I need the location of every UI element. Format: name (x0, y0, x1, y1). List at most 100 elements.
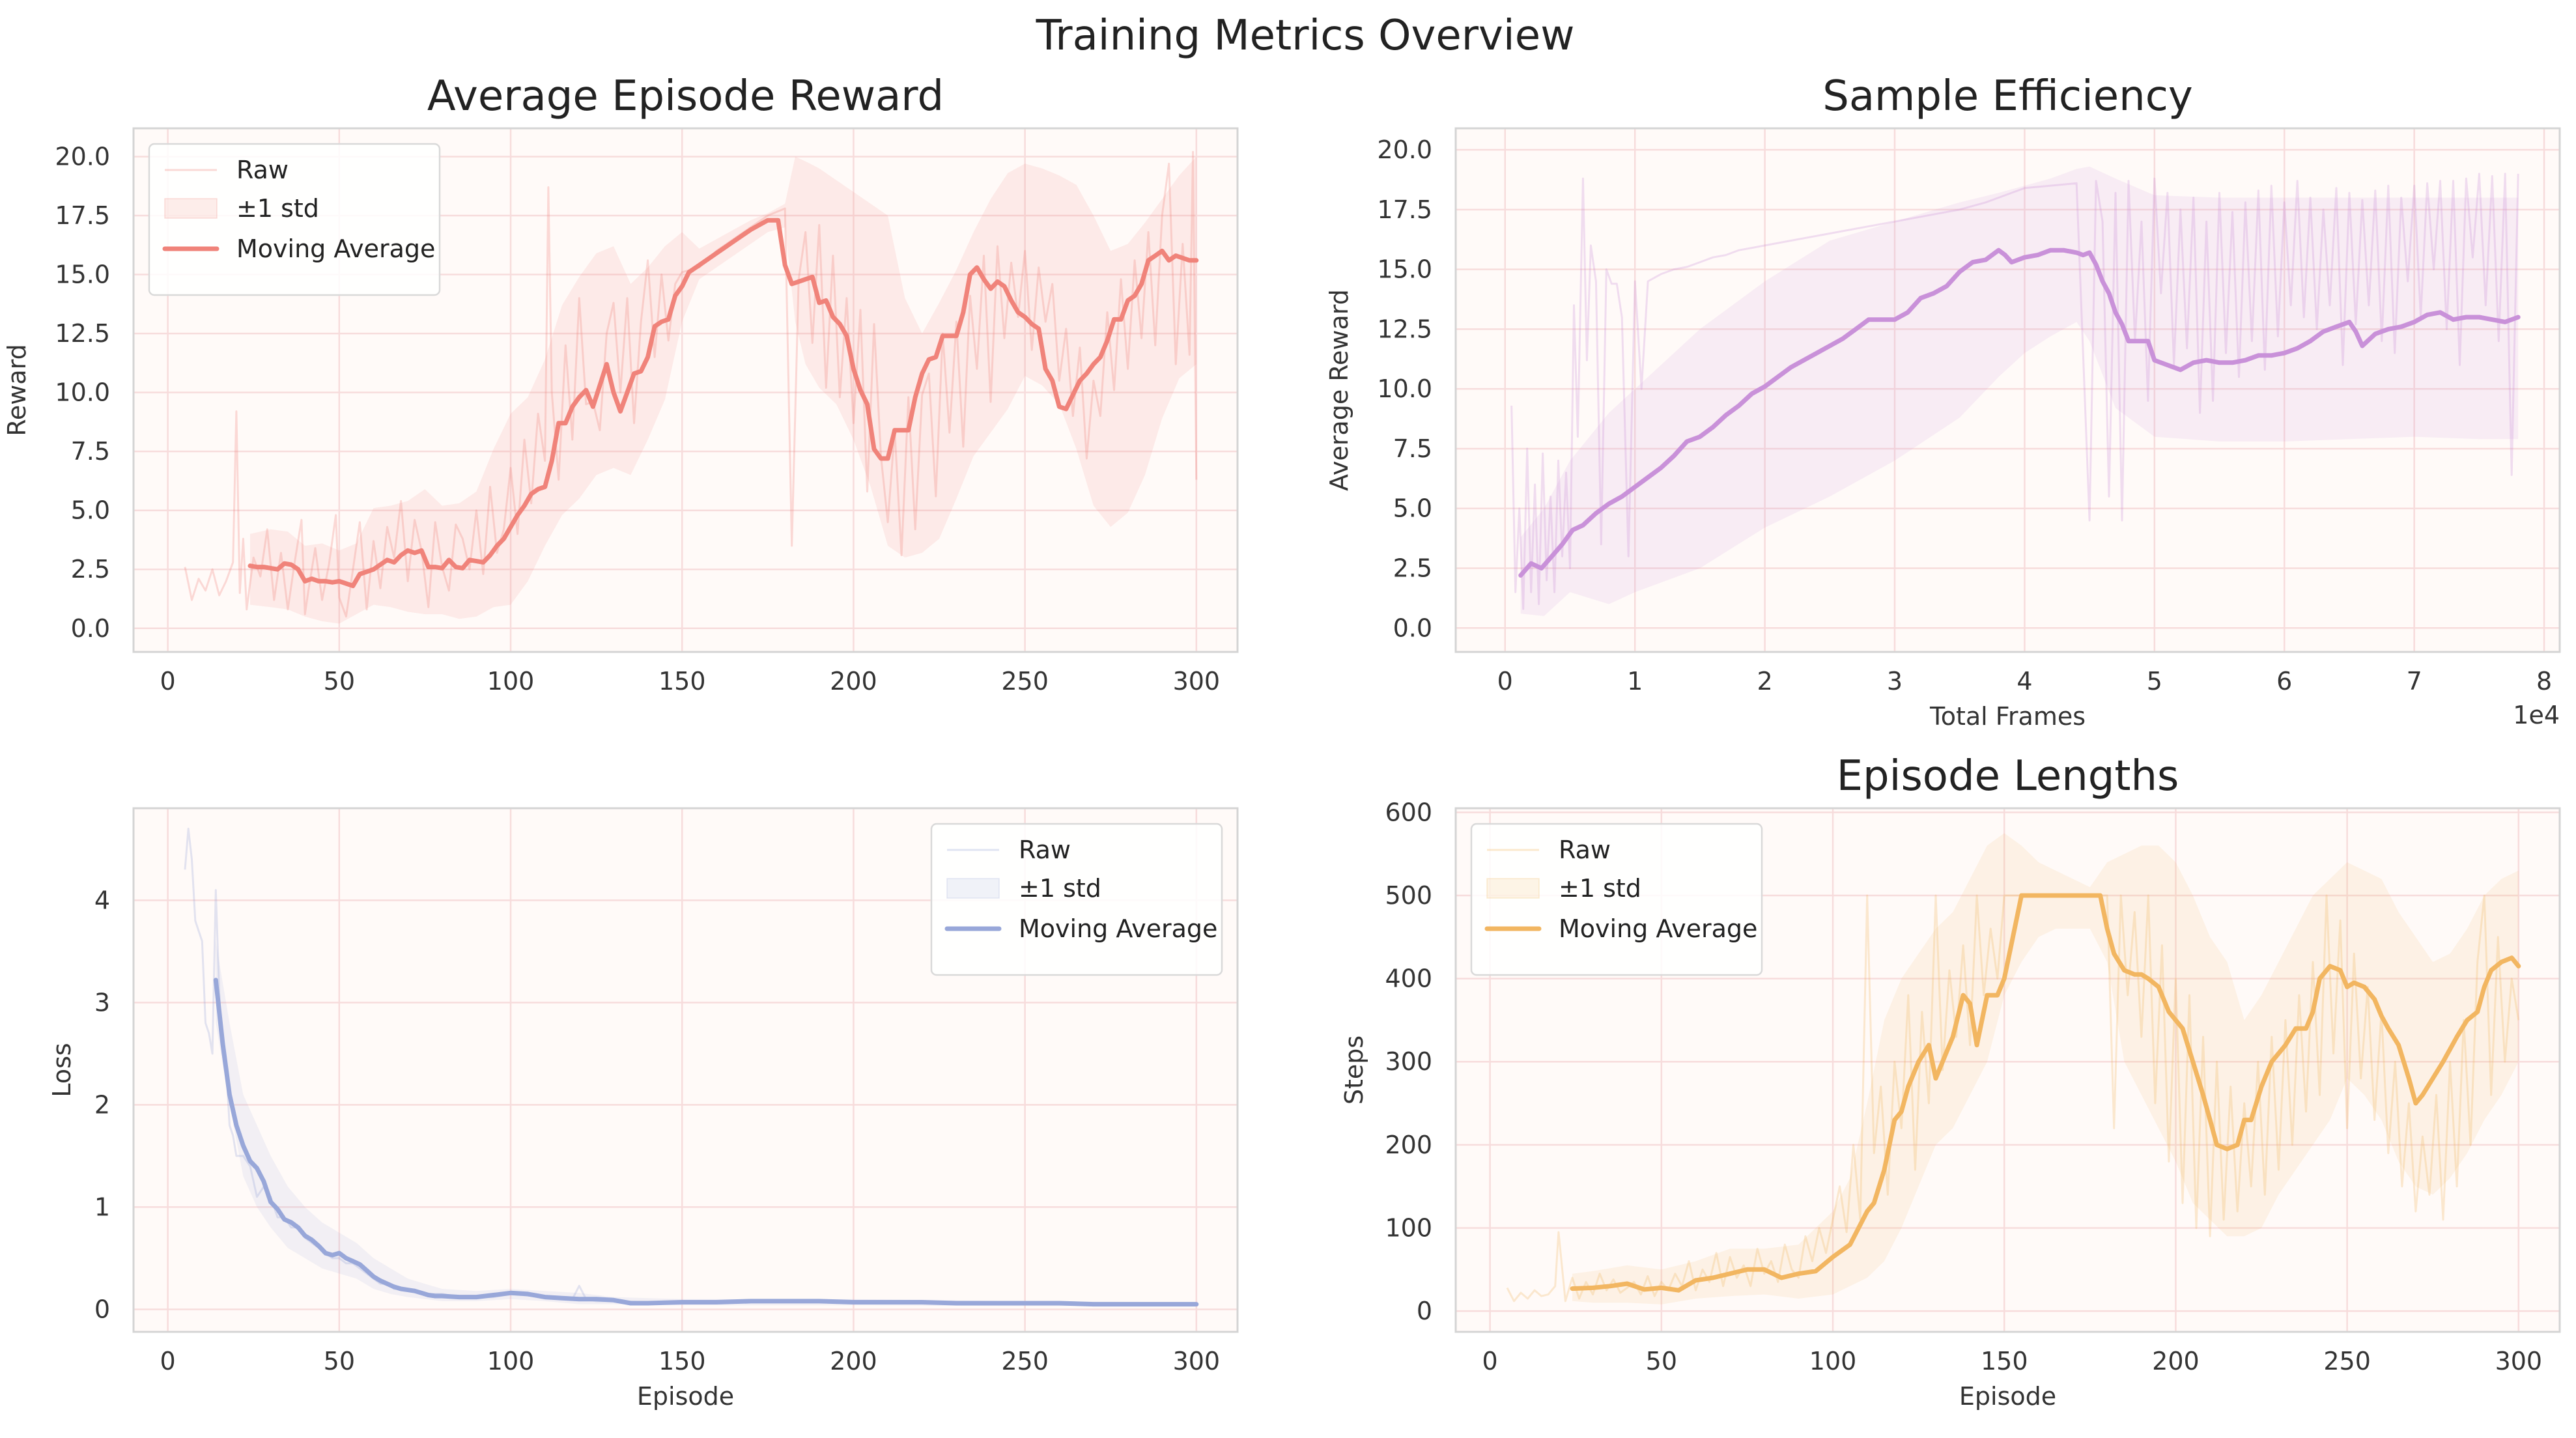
chart-efficiency-xlabel: Total Frames (1929, 702, 2086, 731)
chart-reward-ytick-label-8: 20.0 (55, 142, 110, 171)
chart-loss-xtick-label-6: 300 (1173, 1347, 1221, 1375)
chart-loss-legend-box (930, 823, 1223, 976)
chart-reward-ytick-label-5: 12.5 (55, 319, 110, 348)
chart-lengths-xtick-label-2: 100 (1809, 1347, 1857, 1375)
chart-efficiency-xtick-label-8: 8 (2536, 667, 2552, 696)
chart-loss-xtick-label-0: 0 (160, 1347, 176, 1375)
chart-reward-ytick-label-4: 10.0 (55, 378, 110, 407)
subplot-reward: 0 50 100 150 200 250 300 0.0 2.5 5.0 7.5 10.0 12.5 15… (3, 72, 1239, 696)
chart-loss-legend-raw-label: Raw (1019, 836, 1071, 864)
chart-loss-legend: Raw ±1 std Moving Average (930, 823, 1223, 976)
chart-lengths-xtick-label-4: 200 (2152, 1347, 2200, 1375)
chart-lengths-ytick-label-5: 500 (1385, 881, 1432, 910)
chart-loss-xtick-label-1: 50 (324, 1347, 355, 1375)
chart-reward-raw-line (184, 150, 1198, 618)
chart-loss-legend-std-swatch (946, 878, 1000, 899)
chart-efficiency-ylabel: Average Reward (1325, 289, 1353, 491)
chart-loss-legend-std-label: ±1 std (1019, 874, 1101, 903)
chart-lengths-std-band (1572, 833, 2519, 1304)
chart-loss-frame (132, 807, 1239, 1333)
chart-reward-ytick-label-0: 0.0 (71, 614, 110, 643)
chart-efficiency-xtick-label-6: 6 (2276, 667, 2292, 696)
figure-suptitle: Training Metrics Overview (1036, 12, 1575, 60)
chart-lengths-xtick-label-0: 0 (1482, 1347, 1498, 1375)
chart-efficiency-title: Sample Efficiency (1822, 72, 2193, 120)
chart-efficiency-moving-average-line (1518, 247, 2521, 578)
chart-reward-legend-raw-label: Raw (236, 156, 289, 184)
chart-lengths-legend-std-label: ±1 std (1559, 874, 1641, 903)
chart-efficiency-xtick-label-5: 5 (2147, 667, 2162, 696)
chart-reward-std-band (250, 156, 1196, 624)
chart-loss-ytick-label-1: 1 (94, 1192, 110, 1221)
chart-reward-ylabel: Reward (3, 344, 31, 436)
chart-efficiency-xtick-label-7: 7 (2407, 667, 2422, 696)
chart-lengths-ytick-label-2: 200 (1385, 1131, 1432, 1159)
chart-efficiency-xtick-label-4: 4 (2017, 667, 2032, 696)
chart-reward-ytick-label-7: 17.5 (55, 201, 110, 230)
chart-loss-xlabel: Episode (637, 1382, 734, 1411)
chart-lengths-legend-box (1470, 823, 1763, 976)
chart-reward-xtick-label-4: 200 (830, 667, 877, 696)
chart-loss-ylabel: Loss (48, 1043, 76, 1097)
chart-reward-legend: Raw ±1 std Moving Average (148, 143, 441, 296)
chart-efficiency-ytick-label-4: 10.0 (1377, 374, 1432, 403)
chart-efficiency-xtick-label-1: 1 (1627, 667, 1643, 696)
chart-efficiency-ytick-label-0: 0.0 (1393, 613, 1432, 642)
chart-reward-legend-std-label: ±1 std (236, 194, 319, 223)
chart-efficiency-x-offset-text: 1e4 (2513, 701, 2560, 729)
chart-efficiency-series-group (1510, 166, 2521, 616)
chart-efficiency-xtick-label-2: 2 (1757, 667, 1773, 696)
chart-reward-ytick-label-6: 15.0 (55, 261, 110, 289)
chart-loss-ytick-label-3: 3 (94, 988, 110, 1017)
chart-lengths-ytick-label-3: 300 (1385, 1047, 1432, 1076)
chart-loss-xtick-label-5: 250 (1001, 1347, 1049, 1375)
chart-efficiency-raw-line (1510, 173, 2519, 610)
chart-efficiency-frame (1454, 127, 2561, 653)
chart-lengths-legend-raw-label: Raw (1559, 836, 1611, 864)
chart-efficiency-ytick-label-1: 2.5 (1393, 554, 1432, 583)
chart-lengths-legend-std-swatch (1486, 878, 1540, 899)
chart-lengths-legend-ma-label: Moving Average (1559, 914, 1757, 943)
chart-lengths-xlabel: Episode (1959, 1382, 2056, 1411)
chart-reward-xtick-label-2: 100 (487, 667, 535, 696)
chart-reward-legend-ma-label: Moving Average (236, 234, 435, 263)
chart-lengths-raw-line (1506, 894, 2520, 1303)
chart-reward-ytick-label-3: 7.5 (71, 437, 110, 466)
chart-lengths-legend: Raw ±1 std Moving Average (1470, 823, 1763, 976)
chart-loss-ytick-label-4: 4 (94, 886, 110, 914)
chart-reward-ytick-label-2: 5.0 (71, 496, 110, 525)
chart-reward-xtick-label-3: 150 (658, 667, 706, 696)
subplot-sample-efficiency: 0 1 2 3 4 5 6 7 8 0.0 2.5 5.0 7.5 10.0 12.5 15.0 17.5 20.… (1325, 72, 2561, 731)
chart-reward-legend-box (148, 143, 441, 296)
chart-reward-xtick-label-0: 0 (160, 667, 176, 696)
chart-reward-title: Average Episode Reward (427, 72, 944, 120)
chart-loss-moving-average-line (213, 978, 1199, 1307)
chart-efficiency-ytick-label-3: 7.5 (1393, 434, 1432, 463)
chart-lengths-xtick-label-3: 150 (1981, 1347, 2028, 1375)
chart-loss-series-group (184, 827, 1199, 1307)
chart-loss-xtick-label-3: 150 (658, 1347, 706, 1375)
chart-lengths-xtick-label-6: 300 (2495, 1347, 2543, 1375)
chart-lengths-ytick-label-6: 600 (1385, 798, 1432, 826)
chart-lengths-xtick-label-5: 250 (2323, 1347, 2371, 1375)
chart-reward-ytick-label-1: 2.5 (71, 555, 110, 584)
chart-reward-legend-std-swatch (164, 198, 218, 219)
chart-loss-legend-ma-label: Moving Average (1019, 914, 1217, 943)
chart-efficiency-ytick-label-8: 20.0 (1377, 135, 1432, 164)
chart-efficiency-plot-area (1456, 128, 2560, 652)
chart-loss-xtick-label-4: 200 (830, 1347, 877, 1375)
chart-reward-moving-average-line (248, 218, 1199, 589)
chart-lengths-ytick-label-4: 400 (1385, 965, 1432, 993)
subplot-loss: 0 50 100 150 200 250 300 0 1 2 3 4 Episode Loss Raw ±1 … (48, 807, 1239, 1411)
chart-lengths-title: Episode Lengths (1837, 752, 2179, 800)
chart-lengths-ytick-label-0: 0 (1417, 1297, 1432, 1325)
chart-efficiency-std-band (1520, 166, 2519, 616)
chart-reward-frame (132, 127, 1239, 653)
chart-reward-series-group (184, 150, 1199, 624)
chart-lengths-frame (1454, 807, 2561, 1333)
chart-reward-xtick-label-6: 300 (1173, 667, 1221, 696)
subplot-episode-lengths: 0 50 100 150 200 250 300 0 100 200 300 400 500 600 Epi… (1340, 752, 2561, 1411)
chart-efficiency-ytick-label-2: 5.0 (1393, 494, 1432, 523)
chart-loss-ytick-label-2: 2 (94, 1090, 110, 1119)
